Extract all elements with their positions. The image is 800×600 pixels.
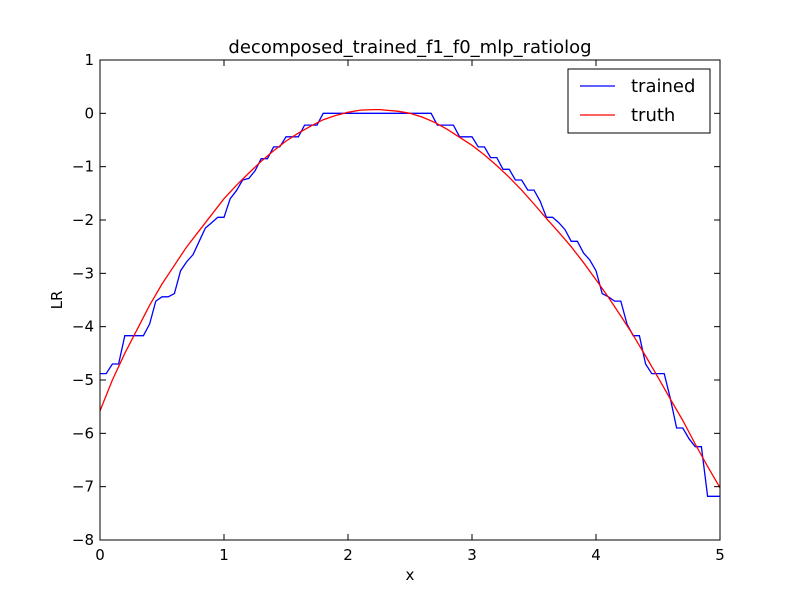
plot-frame bbox=[100, 60, 720, 540]
y-axis-label: LR bbox=[48, 291, 66, 310]
x-tick-label: 0 bbox=[95, 546, 105, 564]
y-tick-label: −8 bbox=[72, 531, 94, 549]
chart-title: decomposed_trained_f1_f0_mlp_ratiolog bbox=[228, 37, 591, 58]
x-tick-label: 5 bbox=[715, 546, 725, 564]
series-layer bbox=[99, 108, 721, 497]
x-tick-label: 1 bbox=[219, 546, 229, 564]
x-axis-label: x bbox=[406, 566, 415, 584]
legend-box bbox=[567, 68, 711, 134]
x-tick-label: 2 bbox=[343, 546, 353, 564]
y-axis: 1 0 −1 −2 −3 −4 −5 −6 −7 −8 bbox=[72, 51, 720, 549]
x-tick-label: 4 bbox=[591, 546, 601, 564]
legend-label-truth: truth bbox=[631, 105, 675, 126]
y-tick-label: −2 bbox=[72, 211, 94, 229]
x-axis: 0 1 2 3 4 5 bbox=[95, 60, 725, 564]
plot-border bbox=[99, 59, 721, 541]
y-tick-label: −6 bbox=[72, 424, 94, 442]
y-tick-label: −5 bbox=[72, 371, 94, 389]
legend-label-trained: trained bbox=[631, 76, 695, 97]
y-tick-label: 0 bbox=[84, 104, 94, 122]
series-line-truth bbox=[99, 108, 721, 489]
legend: trained truth bbox=[567, 68, 711, 134]
y-tick-label: 1 bbox=[84, 51, 94, 69]
plot-area bbox=[99, 59, 721, 541]
x-tick-label: 3 bbox=[467, 546, 477, 564]
y-tick-label: −3 bbox=[72, 264, 94, 282]
y-tick-label: −1 bbox=[72, 158, 94, 176]
y-tick-label: −4 bbox=[72, 318, 94, 336]
y-tick-label: −7 bbox=[72, 478, 94, 496]
